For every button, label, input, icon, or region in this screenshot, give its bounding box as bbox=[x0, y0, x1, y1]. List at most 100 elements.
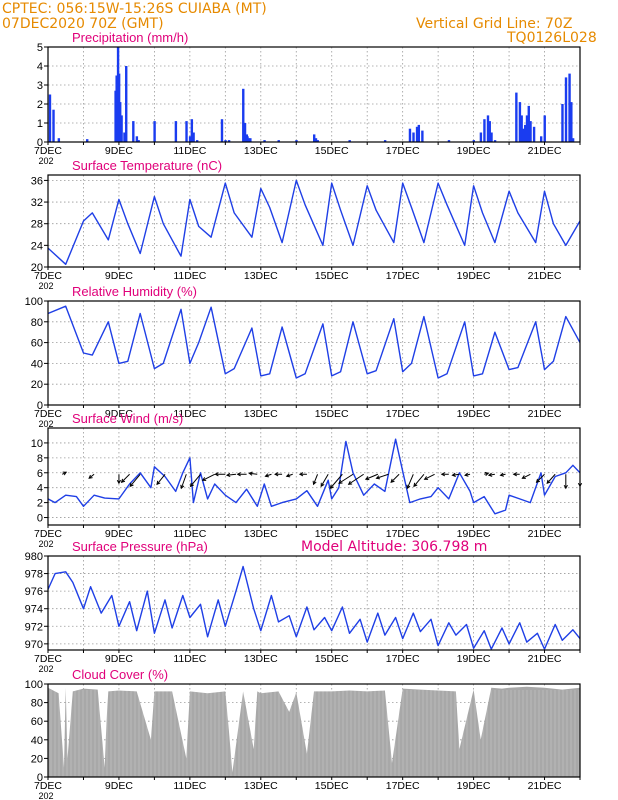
wind-vector-head bbox=[236, 472, 241, 477]
precipitation-bar bbox=[421, 130, 424, 142]
wind-vector bbox=[156, 473, 166, 485]
wind-vector-head bbox=[451, 472, 456, 477]
wind-vector-head bbox=[347, 480, 353, 485]
wind-title: Surface Wind (m/s) bbox=[72, 411, 183, 426]
precipitation-bar bbox=[185, 121, 188, 142]
precipitation-bar bbox=[493, 140, 497, 142]
wind-ytick-label: 10 bbox=[31, 438, 43, 450]
cloud-cover-xtick-label: 7DEC bbox=[34, 780, 62, 792]
cloud-cover-frame bbox=[47, 683, 581, 778]
wind-vector bbox=[329, 473, 343, 489]
wind-vector-head bbox=[499, 472, 505, 477]
wind-panel: 0 2 4 6 8 10 7DEC 9DEC 11DEC 13DEC 15DEC 17DEC 19DEC… bbox=[31, 411, 583, 549]
precipitation-ytick-label: 3 bbox=[37, 80, 43, 92]
precipitation-bar bbox=[132, 121, 135, 142]
wind-vector-head bbox=[390, 478, 395, 483]
humidity-xtick-label: 13DEC bbox=[244, 408, 278, 420]
temperature-xtick-label: 19DEC bbox=[457, 270, 491, 282]
wind-vector-head bbox=[338, 479, 343, 484]
wind-xtick-label: 9DEC bbox=[105, 528, 133, 540]
precipitation-bar bbox=[570, 102, 573, 142]
precipitation-bar bbox=[242, 88, 245, 142]
wind-vector-head bbox=[535, 478, 541, 483]
wind-vector-head bbox=[464, 472, 469, 477]
wind-vector-head bbox=[274, 472, 279, 477]
wind-xtick-label: 17DEC bbox=[386, 528, 420, 540]
cloud-cover-xtick-label: 17DEC bbox=[386, 780, 420, 792]
wind-xtick-label: 7DEC bbox=[34, 528, 62, 540]
cloud-cover-xtick-label: 11DEC bbox=[173, 780, 206, 792]
wind-vector bbox=[424, 473, 435, 480]
precipitation-bar bbox=[86, 139, 89, 142]
temperature-panel: 20 24 28 32 36 7DEC 9DEC 11DEC 13DEC 15DEC 17DEC 19… bbox=[31, 158, 581, 291]
humidity-frame bbox=[47, 300, 581, 406]
precipitation-bar bbox=[174, 121, 178, 142]
humidity-panel: 0 20 40 60 80 100 7DEC 9DEC 11DEC 13DEC 15DEC 17DEC… bbox=[25, 284, 581, 429]
precipitation-bar bbox=[479, 132, 483, 142]
humidity-xtick-label: 17DEC bbox=[386, 408, 420, 420]
humidity-xtick-label: 11DEC bbox=[173, 408, 206, 420]
wind-vector-head bbox=[120, 478, 126, 483]
pressure-ytick-label: 974 bbox=[25, 604, 43, 616]
wind-vector bbox=[376, 473, 389, 479]
precipitation-xtick-label: 9DEC bbox=[105, 145, 133, 157]
pressure-xtick-label: 11DEC bbox=[173, 653, 206, 665]
precipitation-bar bbox=[483, 119, 486, 142]
wind-vector bbox=[226, 473, 237, 476]
wind-vector-head bbox=[320, 482, 325, 488]
wind-vector-head bbox=[248, 471, 253, 476]
precipitation-bar bbox=[192, 132, 195, 142]
temperature-ytick-label: 20 bbox=[31, 262, 43, 274]
cloud-cover-ytick-label: 0 bbox=[37, 772, 43, 784]
precipitation-bar bbox=[527, 105, 530, 142]
humidity-ytick-label: 80 bbox=[31, 317, 43, 329]
precipitation-bar bbox=[227, 140, 231, 142]
wind-vector-head bbox=[225, 472, 231, 478]
precipitation-bar bbox=[316, 140, 319, 142]
wind-vector-head bbox=[364, 476, 370, 481]
precipitation-ytick-label: 0 bbox=[37, 137, 43, 149]
cloud-cover-xtick-label: 21DEC bbox=[528, 780, 562, 792]
wind-vector-head bbox=[298, 472, 304, 477]
wind-vector bbox=[249, 472, 258, 475]
humidity-ytick-label: 40 bbox=[31, 358, 43, 370]
pressure-xtick-label: 13DEC bbox=[244, 653, 278, 665]
pressure-xtick-label: 19DEC bbox=[457, 653, 491, 665]
precipitation-bar bbox=[383, 140, 387, 142]
wind-vector bbox=[313, 474, 319, 485]
cloud-cover-xtick-label: 15DEC bbox=[315, 780, 349, 792]
cloud-cover-ytick-label: 40 bbox=[31, 735, 43, 747]
precipitation-bar bbox=[472, 140, 475, 142]
temperature-title: Surface Temperature (nC) bbox=[72, 158, 222, 173]
precipitation-bar bbox=[118, 102, 122, 142]
wind-vector-head bbox=[521, 475, 526, 479]
pressure-panel: 970 972 974 976 978 980 7DEC 9DEC 11DEC 13DEC 15DE… bbox=[25, 539, 581, 674]
wind-vector bbox=[180, 474, 187, 489]
precipitation-bar bbox=[125, 66, 128, 142]
precipitation-xtick-label: 11DEC bbox=[173, 145, 206, 157]
wind-vector-head bbox=[312, 480, 317, 486]
wind-vector-head bbox=[406, 484, 411, 490]
humidity-xtick-label: 15DEC bbox=[315, 408, 349, 420]
precipitation-bar bbox=[188, 136, 192, 142]
precipitation-bar bbox=[115, 75, 118, 142]
wind-year-label: 202 bbox=[38, 539, 53, 549]
temperature-ytick-label: 36 bbox=[31, 175, 43, 187]
cloud-cover-area bbox=[48, 686, 580, 777]
wind-vector-head bbox=[156, 480, 161, 486]
pressure-year-label: 202 bbox=[38, 664, 53, 674]
temperature-xtick-label: 11DEC bbox=[173, 270, 206, 282]
temperature-frame bbox=[47, 174, 581, 268]
wind-ytick-label: 8 bbox=[37, 453, 43, 465]
wind-xtick-label: 19DEC bbox=[457, 528, 491, 540]
precipitation-bar bbox=[543, 115, 546, 142]
precipitation-xtick-label: 21DEC bbox=[528, 145, 562, 157]
pressure-frame bbox=[47, 555, 581, 651]
wind-xtick-label: 21DEC bbox=[528, 528, 562, 540]
precipitation-bar bbox=[48, 94, 52, 142]
temperature-ytick-label: 32 bbox=[31, 197, 43, 209]
cloud-cover-xtick-label: 19DEC bbox=[457, 780, 491, 792]
wind-vector bbox=[265, 473, 272, 477]
precipitation-bar bbox=[348, 140, 351, 142]
